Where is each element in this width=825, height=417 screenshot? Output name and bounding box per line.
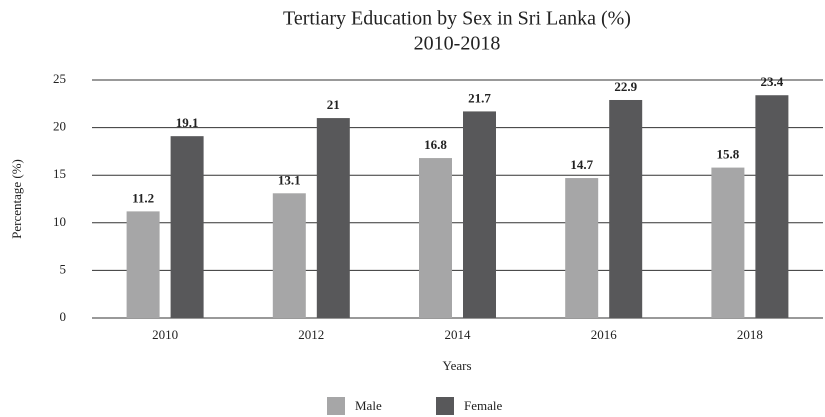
- x-tick-label: 2016: [591, 327, 618, 342]
- legend-label: Male: [355, 398, 382, 413]
- value-label: 19.1: [176, 115, 199, 130]
- bar: [711, 167, 745, 318]
- legend-swatch: [327, 397, 345, 415]
- bar: [755, 95, 789, 319]
- y-tick-label: 5: [60, 261, 67, 276]
- bar: [463, 111, 496, 318]
- chart-title: Tertiary Education by Sex in Sri Lanka (…: [283, 8, 631, 30]
- y-tick-label: 0: [60, 309, 67, 324]
- y-axis-label: Percentage (%): [9, 159, 24, 239]
- value-label: 21: [327, 97, 340, 112]
- x-tick-label: 2014: [445, 327, 472, 342]
- bar: [419, 158, 452, 318]
- value-label: 15.8: [717, 147, 740, 162]
- x-tick-label: 2012: [298, 327, 324, 342]
- legend-label: Female: [464, 398, 502, 413]
- x-tick-label: 2010: [152, 327, 178, 342]
- bar: [565, 178, 599, 318]
- value-label: 21.7: [468, 90, 491, 105]
- y-tick-label: 15: [53, 166, 66, 181]
- x-axis-label: Years: [442, 358, 471, 373]
- y-tick-label: 10: [53, 214, 66, 229]
- bar: [316, 118, 350, 318]
- bar: [126, 211, 160, 318]
- value-label: 14.7: [570, 157, 593, 172]
- value-label: 23.4: [761, 74, 784, 89]
- value-label: 13.1: [278, 172, 301, 187]
- value-label: 16.8: [424, 137, 447, 152]
- bar: [272, 193, 306, 318]
- value-label: 22.9: [614, 79, 637, 94]
- value-label: 11.2: [132, 190, 154, 205]
- bar: [609, 99, 643, 318]
- y-tick-label: 25: [53, 71, 66, 86]
- chart-subtitle: 2010-2018: [414, 33, 501, 55]
- bar: [170, 136, 204, 318]
- legend-swatch: [436, 397, 454, 415]
- y-tick-label: 20: [53, 119, 66, 134]
- x-tick-label: 2018: [737, 327, 763, 342]
